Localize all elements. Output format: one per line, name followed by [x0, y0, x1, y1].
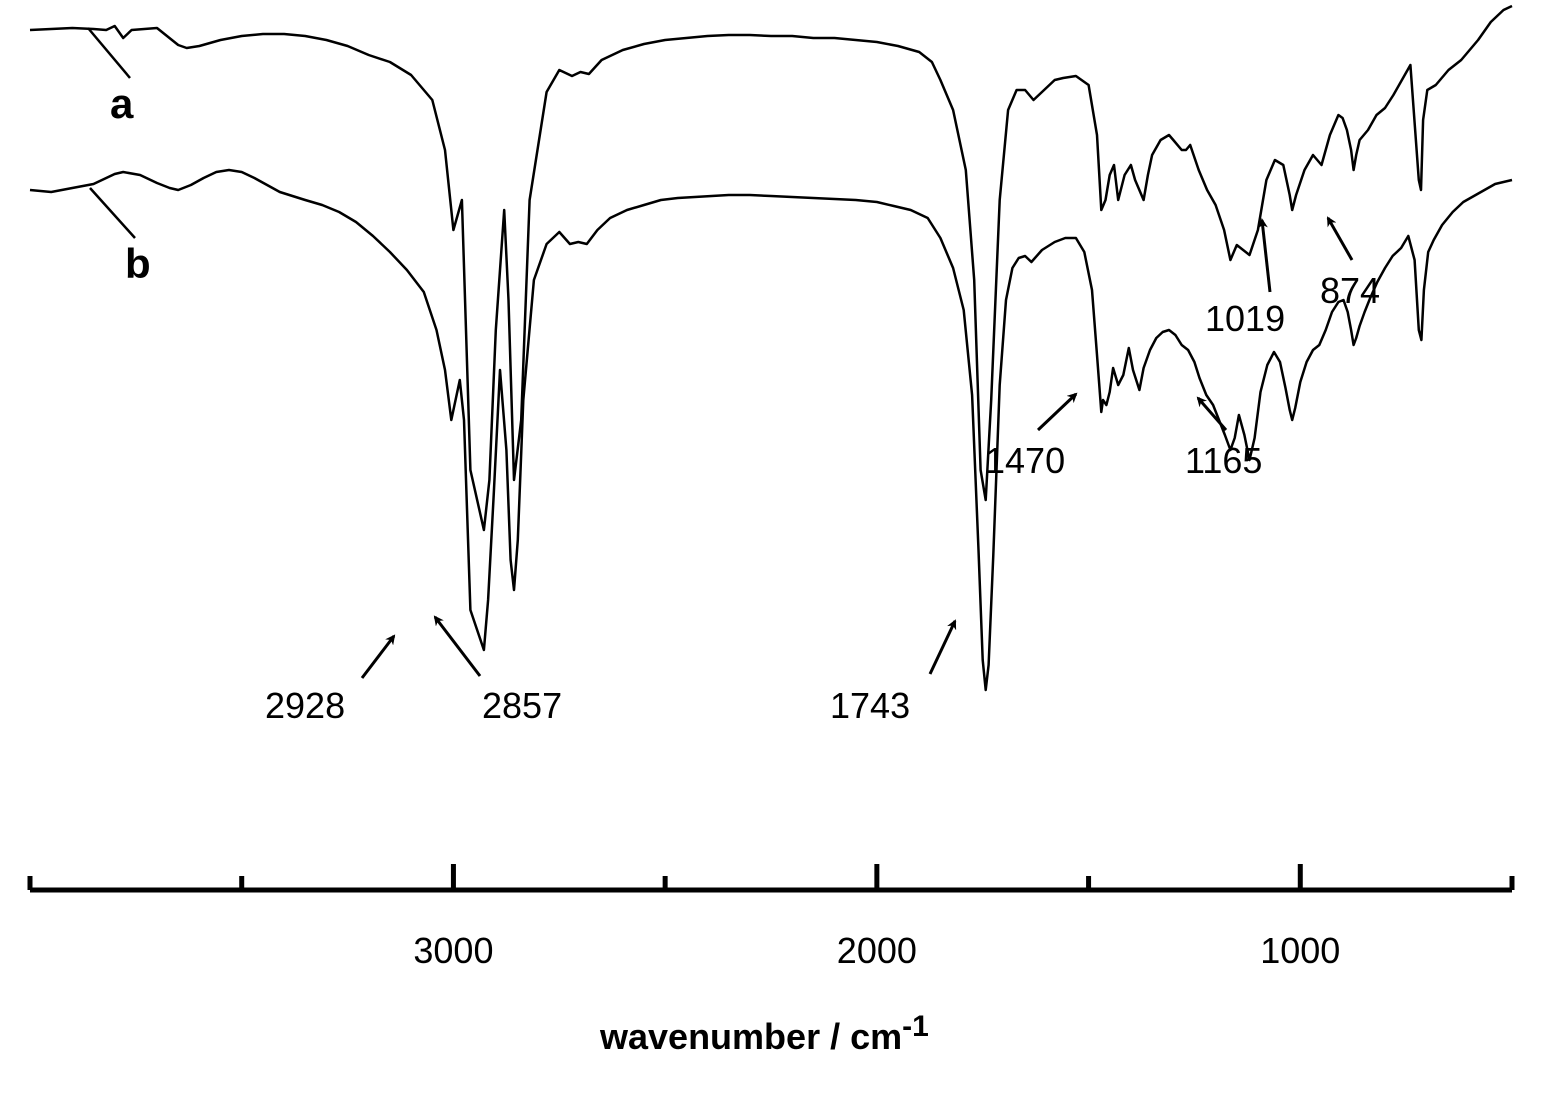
- peak-arrow-2857: [435, 617, 480, 676]
- series-leader-b: [90, 188, 135, 238]
- series-label-a: a: [110, 80, 133, 128]
- peak-arrow-1470: [1038, 394, 1076, 430]
- peak-arrow-874: [1328, 218, 1352, 260]
- peak-label-1470: 1470: [985, 440, 1065, 482]
- peak-label-2857: 2857: [482, 685, 562, 727]
- x-tick-label: 3000: [413, 930, 493, 972]
- x-axis-label-text: wavenumber / cm: [600, 1016, 902, 1057]
- peak-label-1019: 1019: [1205, 298, 1285, 340]
- peak-arrow-1743: [930, 621, 955, 674]
- x-axis-label-super: -1: [902, 1010, 929, 1043]
- ftir-spectrum-chart: wavenumber / cm-1 a b 3000 2000 1000 2928 2857…: [0, 0, 1542, 1104]
- peak-label-1743: 1743: [830, 685, 910, 727]
- peak-arrow-2928: [362, 636, 394, 678]
- peak-label-2928: 2928: [265, 685, 345, 727]
- peak-label-1165: 1165: [1185, 440, 1262, 482]
- spectrum-b: [30, 170, 1512, 690]
- x-tick-label: 1000: [1260, 930, 1340, 972]
- x-tick-label: 2000: [837, 930, 917, 972]
- peak-arrow-1019: [1262, 220, 1270, 292]
- spectrum-a: [30, 6, 1512, 530]
- x-axis-label: wavenumber / cm-1: [600, 1010, 929, 1058]
- series-label-b: b: [125, 240, 151, 288]
- series-leader-a: [88, 28, 130, 78]
- peak-label-874: 874: [1320, 270, 1380, 312]
